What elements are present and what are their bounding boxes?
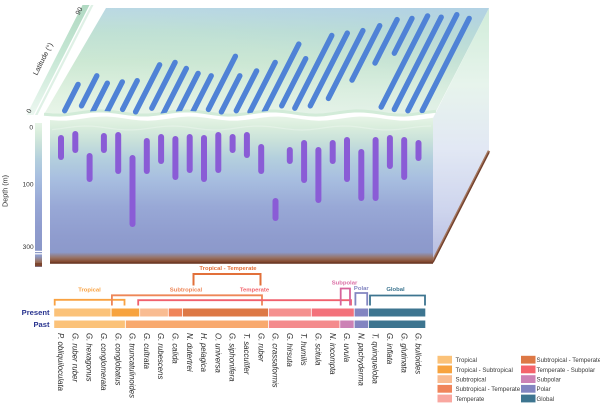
svg-text:N. pachyderma: N. pachyderma — [356, 333, 365, 387]
svg-text:Tropical - Temperate: Tropical - Temperate — [199, 266, 257, 272]
svg-text:Global: Global — [537, 396, 555, 403]
svg-text:N. incompta: N. incompta — [328, 333, 337, 375]
svg-text:Tropical: Tropical — [456, 357, 477, 364]
svg-text:T. sacculifer: T. sacculifer — [242, 333, 251, 375]
svg-text:G. inflata: G. inflata — [385, 333, 394, 365]
svg-text:G. scitula: G. scitula — [314, 333, 323, 366]
svg-text:Global: Global — [386, 287, 405, 293]
svg-text:Past: Past — [33, 320, 50, 329]
svg-text:G. conglomerata: G. conglomerata — [99, 333, 108, 391]
svg-text:Subtropical: Subtropical — [456, 377, 487, 384]
svg-text:Temperate: Temperate — [456, 396, 485, 403]
svg-text:G. cultrata: G. cultrata — [142, 333, 151, 370]
svg-text:T. humilis: T. humilis — [299, 333, 308, 366]
svg-text:G. ruber: G. ruber — [256, 333, 265, 362]
svg-text:Polar: Polar — [537, 386, 551, 393]
svg-text:G. uvula: G. uvula — [342, 333, 351, 363]
svg-text:G. siphonifera: G. siphonifera — [228, 333, 237, 382]
svg-text:G. truncatulinoides: G. truncatulinoides — [128, 333, 137, 398]
svg-text:G. calida: G. calida — [171, 333, 180, 364]
svg-text:Present: Present — [22, 308, 50, 317]
svg-text:G. hirsuta: G. hirsuta — [285, 333, 294, 367]
svg-text:G. rubescens: G. rubescens — [156, 333, 165, 379]
svg-text:90: 90 — [75, 6, 85, 16]
svg-text:100: 100 — [22, 182, 33, 189]
svg-text:300: 300 — [23, 244, 34, 251]
svg-text:Polar: Polar — [354, 286, 369, 292]
svg-text:Temperate: Temperate — [240, 288, 270, 294]
svg-text:Depth (m): Depth (m) — [1, 175, 10, 207]
svg-text:0: 0 — [29, 125, 33, 132]
svg-text:Subtropical: Subtropical — [170, 288, 203, 294]
svg-text:G. glutinata: G. glutinata — [399, 333, 408, 374]
svg-text:G. conglobatus: G. conglobatus — [113, 333, 122, 386]
svg-text:0: 0 — [26, 108, 34, 115]
svg-text:Temperate - Subpolar: Temperate - Subpolar — [537, 367, 596, 374]
svg-text:G. crassaformis: G. crassaformis — [271, 333, 280, 388]
svg-text:G. hexagonus: G. hexagonus — [85, 333, 94, 382]
svg-text:T. quinqueloba: T. quinqueloba — [371, 333, 380, 385]
svg-text:Tropical: Tropical — [78, 288, 101, 294]
svg-text:G. ruber ruber: G. ruber ruber — [70, 333, 79, 382]
svg-text:Subtropical - Temperate: Subtropical - Temperate — [537, 357, 600, 364]
svg-text:G. bulloides: G. bulloides — [414, 333, 423, 374]
svg-text:P. obliquiloculata: P. obliquiloculata — [56, 333, 65, 392]
svg-text:Subtropical - Temperate: Subtropical - Temperate — [456, 386, 521, 393]
svg-text:N. dutertrei: N. dutertrei — [185, 333, 194, 372]
svg-text:Subpolar: Subpolar — [537, 377, 561, 384]
svg-text:Tropical - Subtropical: Tropical - Subtropical — [456, 367, 513, 374]
svg-text:Subpolar: Subpolar — [332, 281, 358, 287]
svg-text:O. universa: O. universa — [213, 333, 222, 374]
svg-text:H. pelagica: H. pelagica — [199, 333, 208, 373]
